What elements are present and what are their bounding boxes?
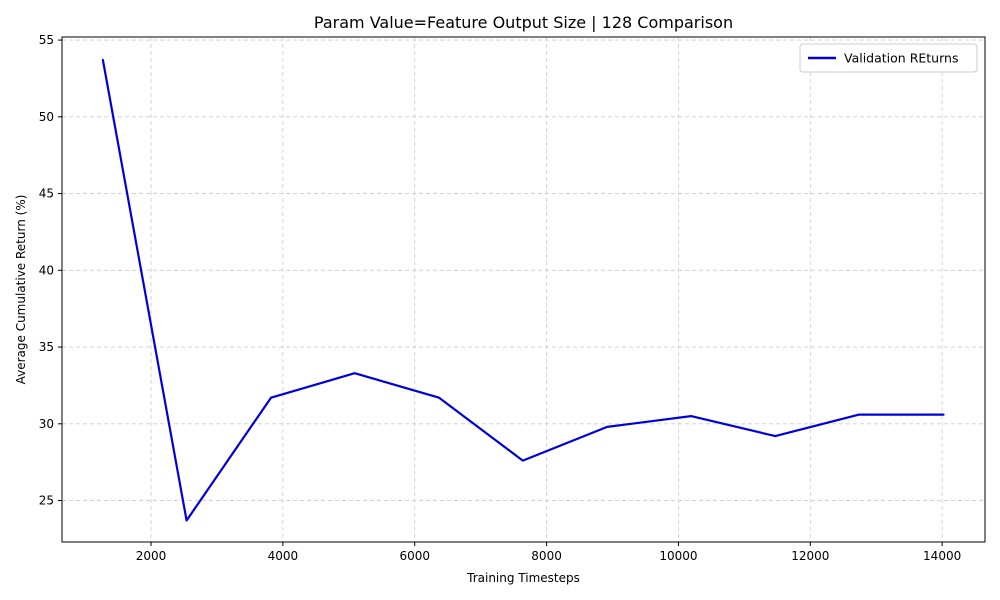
x-tick-label: 4000: [268, 549, 299, 563]
grid-layer: [62, 37, 985, 542]
y-tick-label: 25: [39, 494, 54, 508]
x-tick-label: 2000: [136, 549, 167, 563]
y-tick-label: 30: [39, 417, 54, 431]
y-tick-label: 55: [39, 33, 54, 47]
legend-label: Validation REturns: [844, 51, 958, 66]
legend-box: [799, 43, 978, 73]
legend: Validation REturns: [799, 43, 978, 73]
x-tick-label: 10000: [659, 549, 697, 563]
chart-title: Param Value=Feature Output Size | 128 Co…: [314, 13, 733, 32]
series-line: [101, 58, 945, 522]
y-tick-label: 40: [39, 263, 54, 277]
y-tick-label: 45: [39, 187, 54, 201]
x-tick-label: 12000: [791, 549, 829, 563]
y-axis-label: Average Cumulative Return (%): [14, 195, 28, 385]
plot-frame: [61, 36, 986, 543]
x-tick-label: 14000: [923, 549, 961, 563]
y-tick-label: 50: [39, 110, 54, 124]
x-tick-label: 6000: [399, 549, 430, 563]
x-tick-label: 8000: [531, 549, 562, 563]
y-tick-label: 35: [39, 340, 54, 354]
x-axis-label: Training Timesteps: [466, 571, 580, 585]
ticks-layer: 2000 4000 6000 8000 10000 12000 14000 25 30 35 40 4…: [39, 33, 962, 563]
series-layer: [101, 58, 945, 522]
